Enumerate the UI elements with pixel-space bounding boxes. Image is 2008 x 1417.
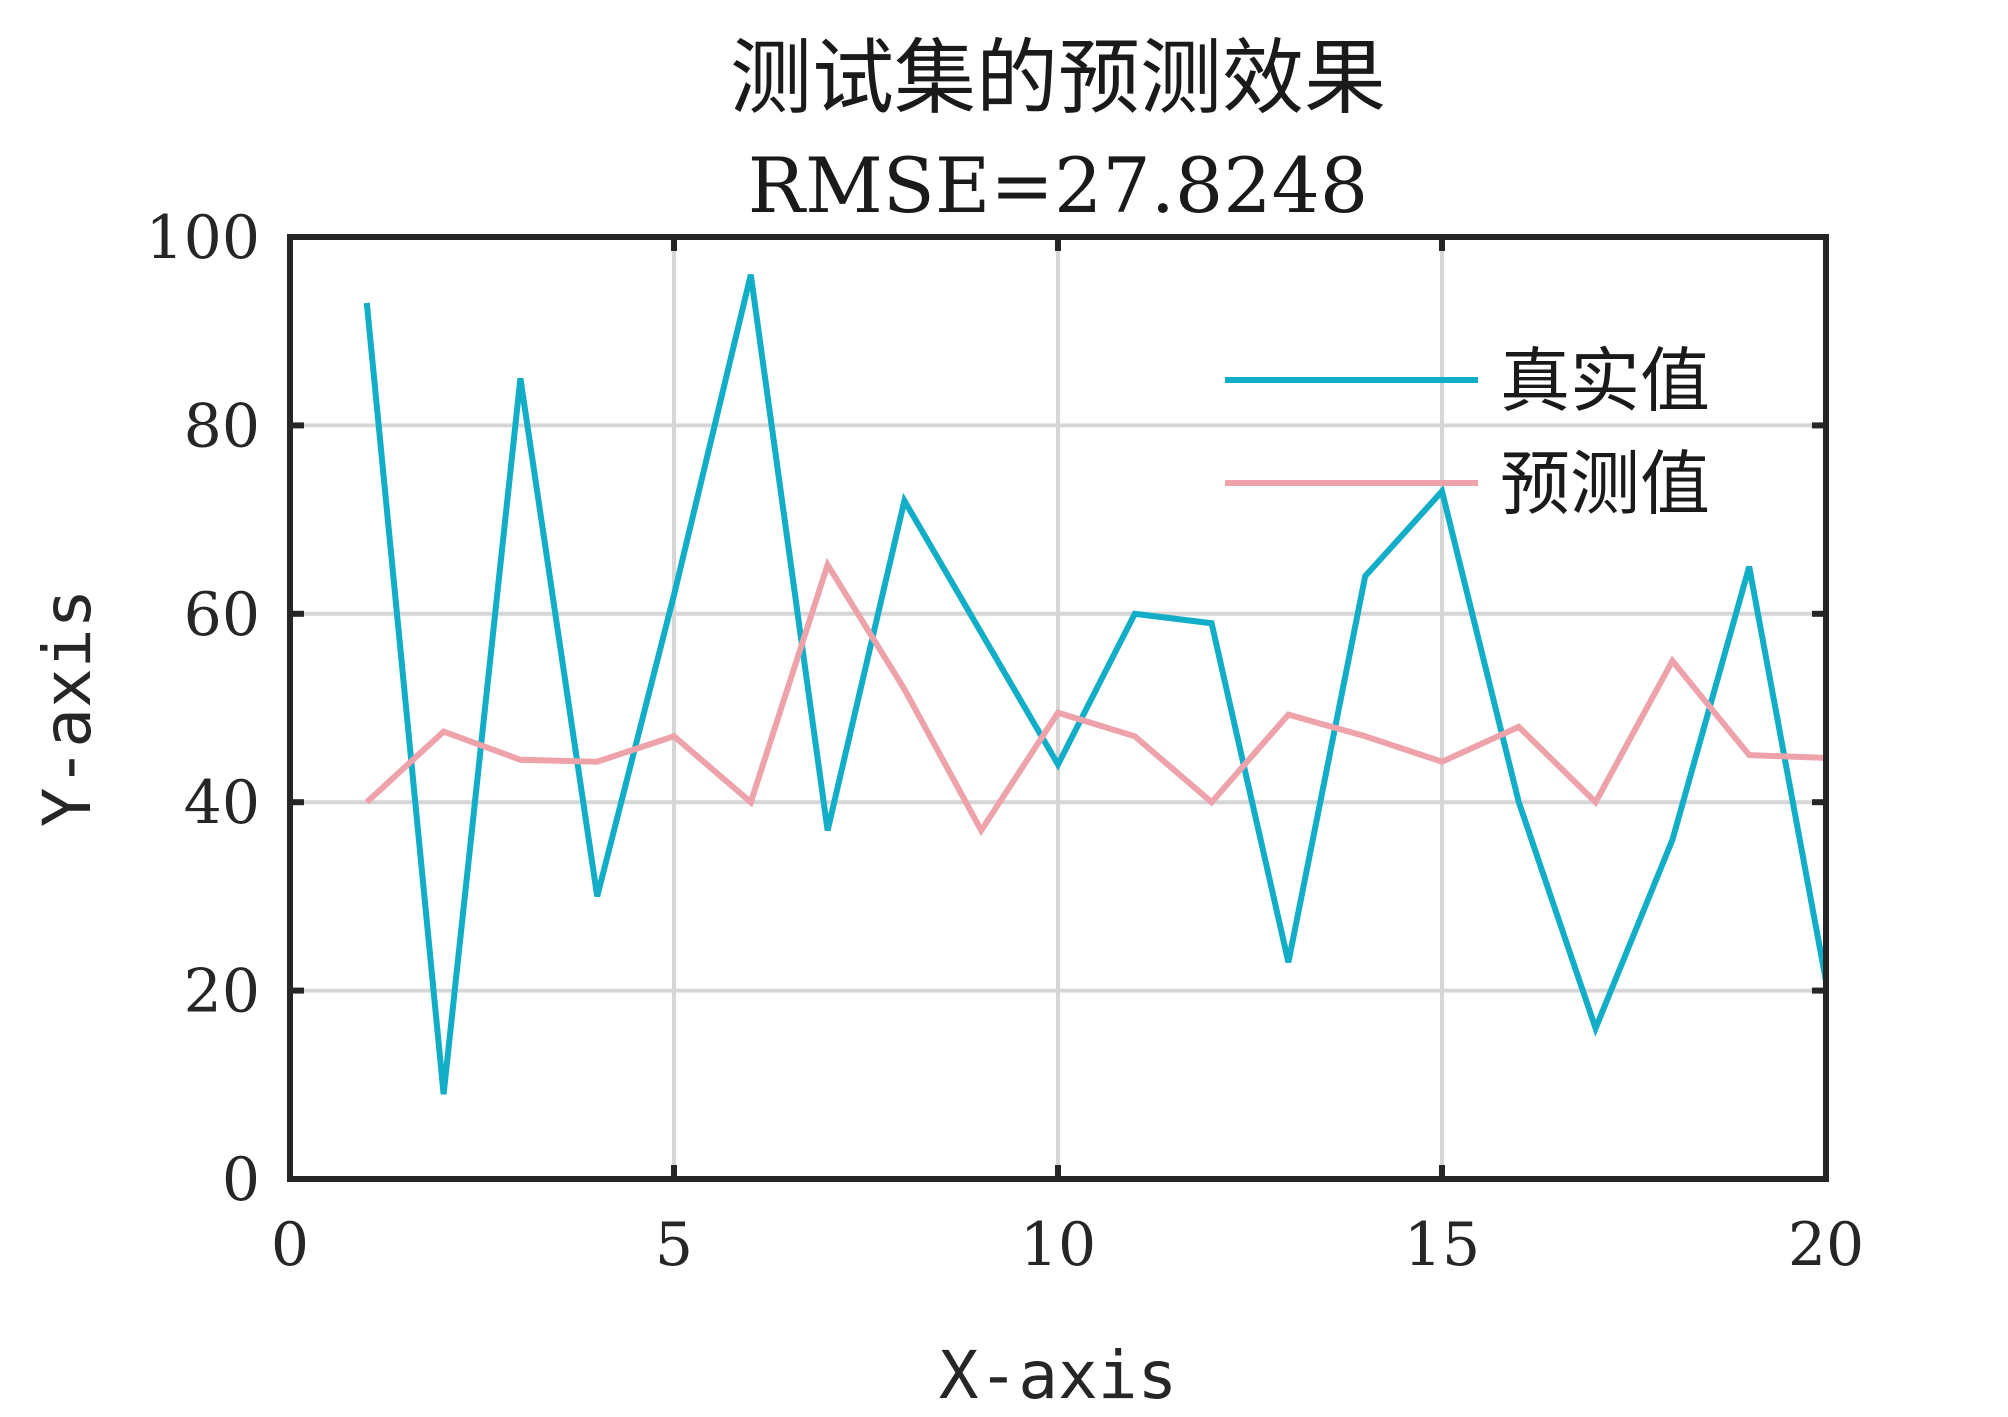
series-line-1 xyxy=(364,557,1827,837)
grid-lines xyxy=(290,237,1826,1179)
x-tick-label-2: 10 xyxy=(1020,1210,1096,1280)
series-line-0 xyxy=(363,273,1829,1095)
y-tick-label-5: 100 xyxy=(145,203,260,273)
chart-subtitle: RMSE=27.8248 xyxy=(748,141,1369,230)
y-tick-label-2: 40 xyxy=(184,768,260,838)
x-tick-label-0: 0 xyxy=(271,1210,309,1280)
tick-labels: 0 5 10 15 20 0 20 40 60 80 100 xyxy=(145,203,1864,1280)
series-layer xyxy=(363,273,1829,1095)
x-axis-label: X-axis xyxy=(939,1337,1177,1414)
x-tick-label-3: 15 xyxy=(1404,1210,1480,1280)
y-tick-label-1: 20 xyxy=(184,957,260,1027)
chart-title: 测试集的预测效果 xyxy=(730,31,1386,126)
legend-label-0: 真实值 xyxy=(1500,340,1710,422)
x-tick-label-4: 20 xyxy=(1788,1210,1864,1280)
legend-label-1: 预测值 xyxy=(1500,443,1710,525)
x-tick-label-1: 5 xyxy=(655,1210,693,1280)
y-tick-label-4: 80 xyxy=(184,391,260,461)
y-tick-label-3: 60 xyxy=(184,580,260,650)
y-tick-label-0: 0 xyxy=(222,1145,260,1215)
y-axis-label: Y-axis xyxy=(29,589,106,827)
plot-frame xyxy=(287,234,1829,1182)
